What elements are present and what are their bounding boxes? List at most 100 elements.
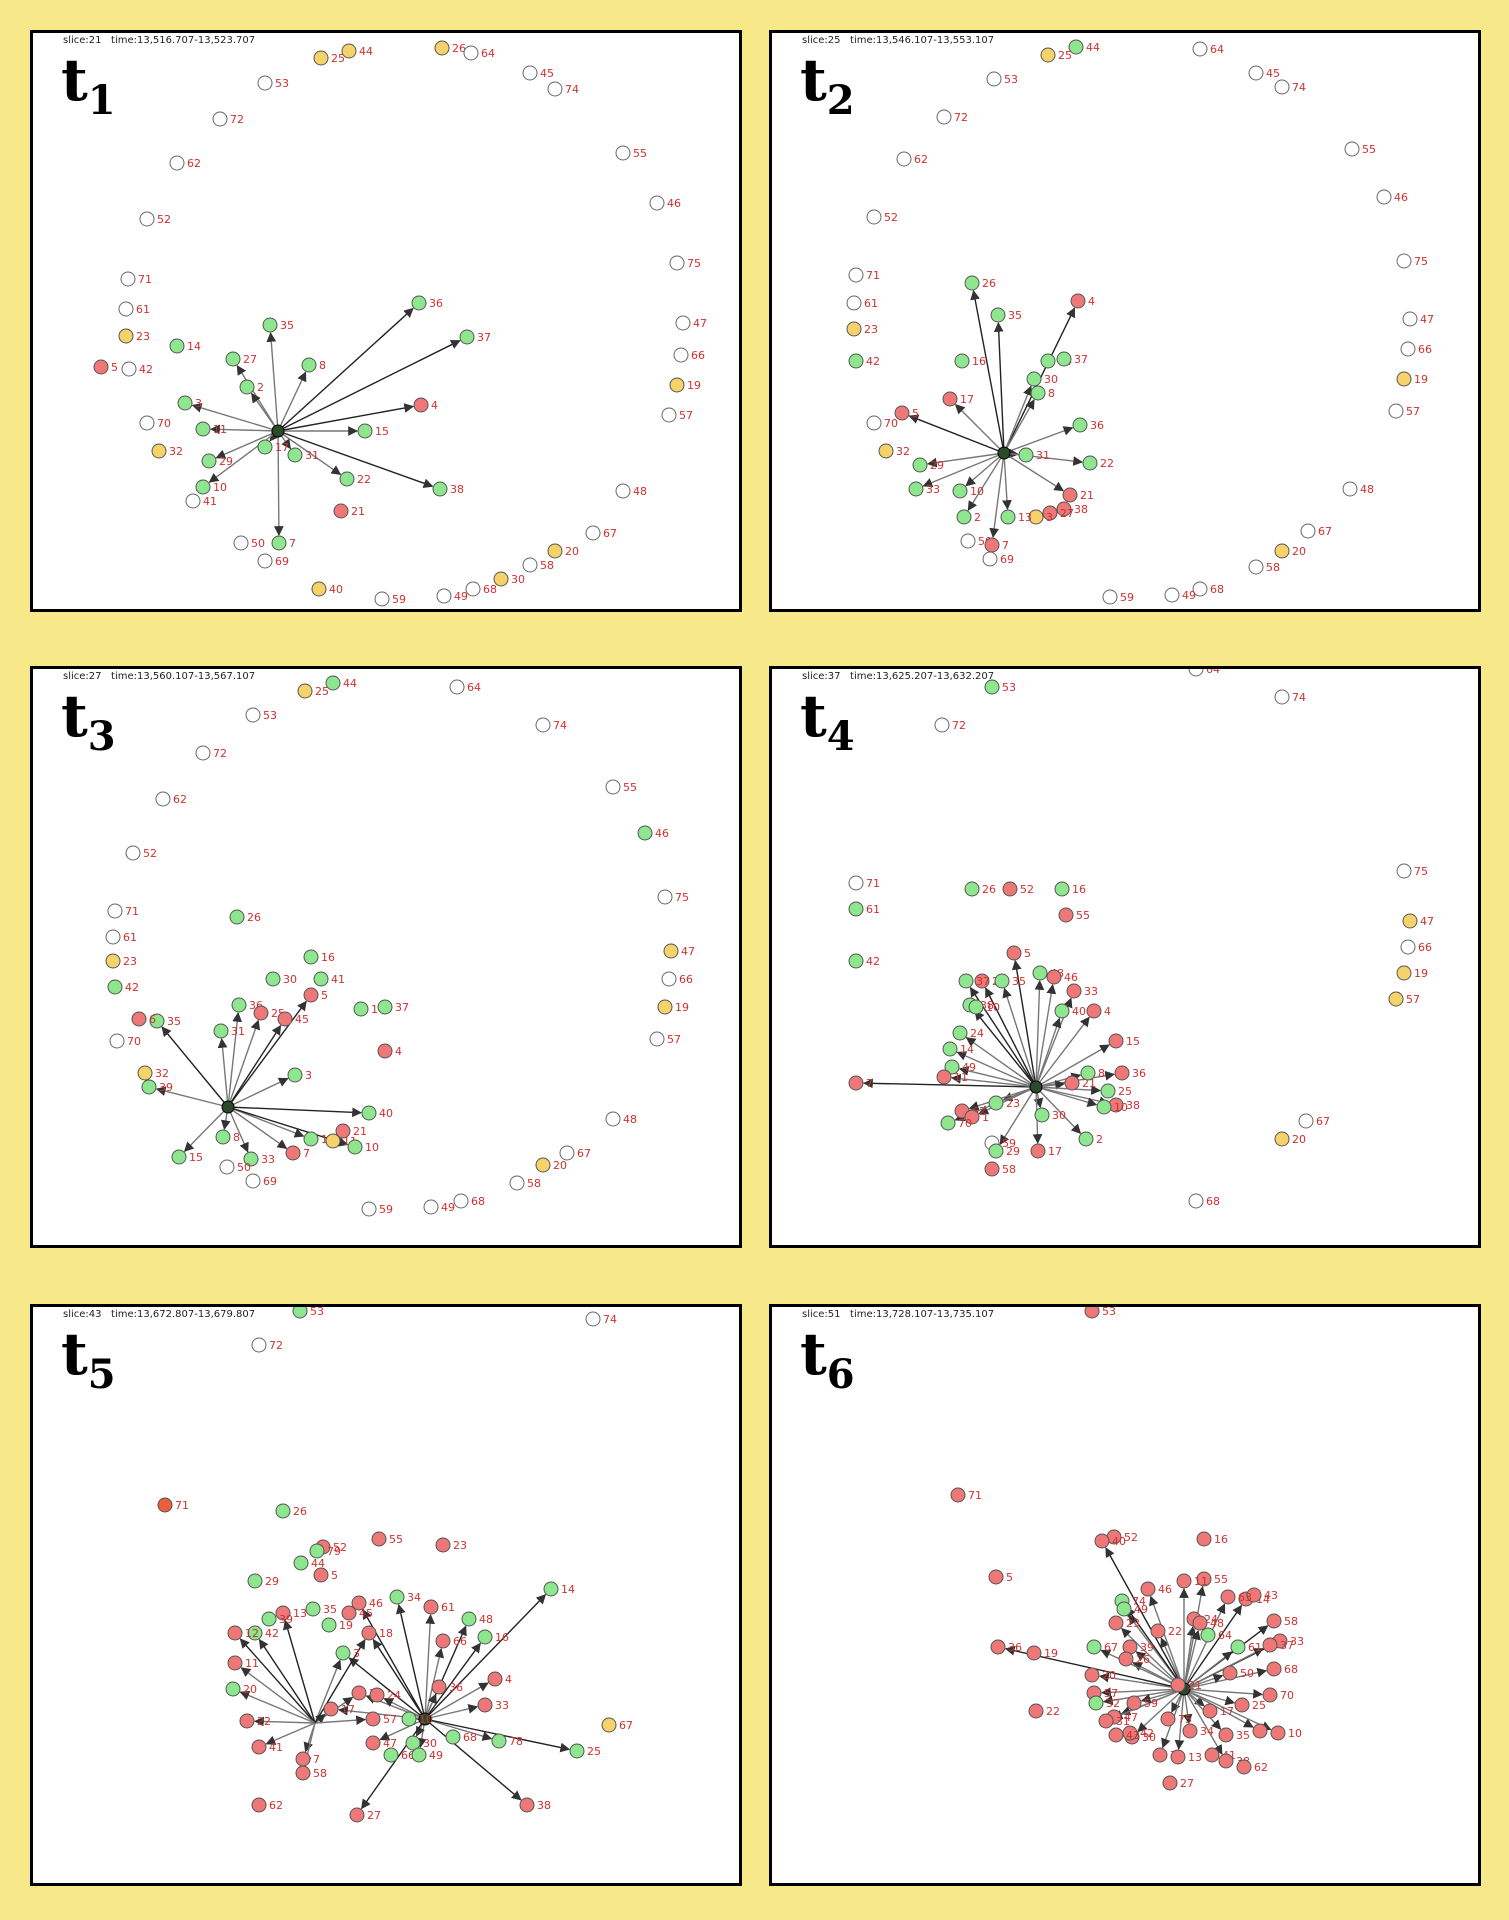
node-label: 25 [1118,1085,1132,1098]
node-66 [673,347,689,363]
node-label: 16 [495,1631,509,1644]
node-22 [339,471,355,487]
node-label: 68 [1206,1195,1220,1208]
node-label: 62 [914,153,928,166]
node-10 [952,483,968,499]
node-46 [1046,969,1062,985]
node-label: 52 [884,211,898,224]
edge-10 [965,452,1005,487]
node-label: 57 [383,1713,397,1726]
node-label: 44 [359,45,373,58]
node-label: 5 [1006,1571,1013,1584]
node-17 [1202,1703,1218,1719]
node-16 [1054,881,1070,897]
edge-35 [993,322,1005,454]
edge-22 [254,1716,316,1727]
node-label: 58 [1002,1163,1016,1176]
node-46 [1376,189,1392,205]
node-label: 58 [540,559,554,572]
node-31 [1018,447,1034,463]
node-25 [313,50,329,66]
node-label: 57 [667,1033,681,1046]
node-42 [121,361,137,377]
edge-29 [215,430,279,459]
node-label: 19 [1044,1647,1058,1660]
node-label: 3 [305,1069,312,1082]
node-45 [1248,65,1264,81]
node-label: 47 [693,317,707,330]
node-label: 7 [313,1753,320,1766]
node-label: 20 [1292,545,1306,558]
node-label: 71 [866,877,880,890]
node-label: 13 [1018,511,1032,524]
node-7 [1152,1747,1168,1763]
node-label: 48 [1360,483,1374,496]
edge-21 [1003,452,1065,492]
edge-40 [227,1106,362,1118]
node-label: 23 [136,330,150,343]
node-label: 7 [289,537,296,550]
node-64 [1188,669,1204,677]
time-step-label: t1 [61,46,116,124]
node-label: 13 [1188,1751,1202,1764]
node-38 [519,1797,535,1813]
node-15 [171,1149,187,1165]
node-label: 35 [1012,975,1026,988]
node-5 [1006,945,1022,961]
node-label: 55 [1076,909,1090,922]
node-75 [657,889,673,905]
edge-38b [974,1010,1037,1088]
node-28 [351,1685,367,1701]
node-7 [271,535,287,551]
node-label: 53 [1004,73,1018,86]
edge-10 [1183,1688,1272,1731]
node-41 [1204,1747,1220,1763]
edge-4 [424,1682,489,1720]
node-59 [1102,589,1118,605]
edge-17 [954,403,1005,454]
edge-38 [1183,1688,1223,1755]
node-label: 23 [123,955,137,968]
node-label: 37 [1074,353,1088,366]
node-label: 19 [1414,967,1428,980]
node-label: 31 [1036,449,1050,462]
node-label: 20 [553,1159,567,1172]
node-32 [137,1065,153,1081]
node-62 [155,791,171,807]
node-label: 36 [1132,1067,1146,1080]
node-label: 32 [1106,1697,1120,1710]
edge-7 [989,452,1005,539]
node-label: 11 [1194,1575,1208,1588]
node-label: 53 [263,709,277,722]
node-49 [1116,1601,1132,1617]
node-55 [605,779,621,795]
node-label: 66 [453,1635,467,1648]
edge-31 [1112,1688,1185,1720]
node-42 [848,953,864,969]
edge-70 [1183,1688,1263,1699]
node-label: 70 [958,1117,972,1130]
edge-33 [227,1106,249,1153]
node-33 [908,481,924,497]
node-57 [649,1031,665,1047]
node-67 [601,1717,617,1733]
node-72 [936,109,952,125]
node-47 [675,315,691,331]
node-67 [585,525,601,541]
node-41 [251,1739,267,1755]
node-label: 67 [603,527,617,540]
node-23 [846,321,862,337]
node-label: 6 [149,1013,156,1026]
edge-61 [1183,1651,1233,1690]
node-66 [1400,939,1416,955]
node-label: 50 [237,1161,251,1174]
edge-7 [227,1106,288,1149]
node-23 [1108,1615,1124,1631]
node-label: 55 [389,1533,403,1546]
node-label: 69 [275,555,289,568]
node-label: 5 [1024,947,1031,960]
node-38 [1218,1753,1234,1769]
node-2 [956,509,972,525]
node-53 [1084,1307,1100,1319]
node-55 [1058,907,1074,923]
